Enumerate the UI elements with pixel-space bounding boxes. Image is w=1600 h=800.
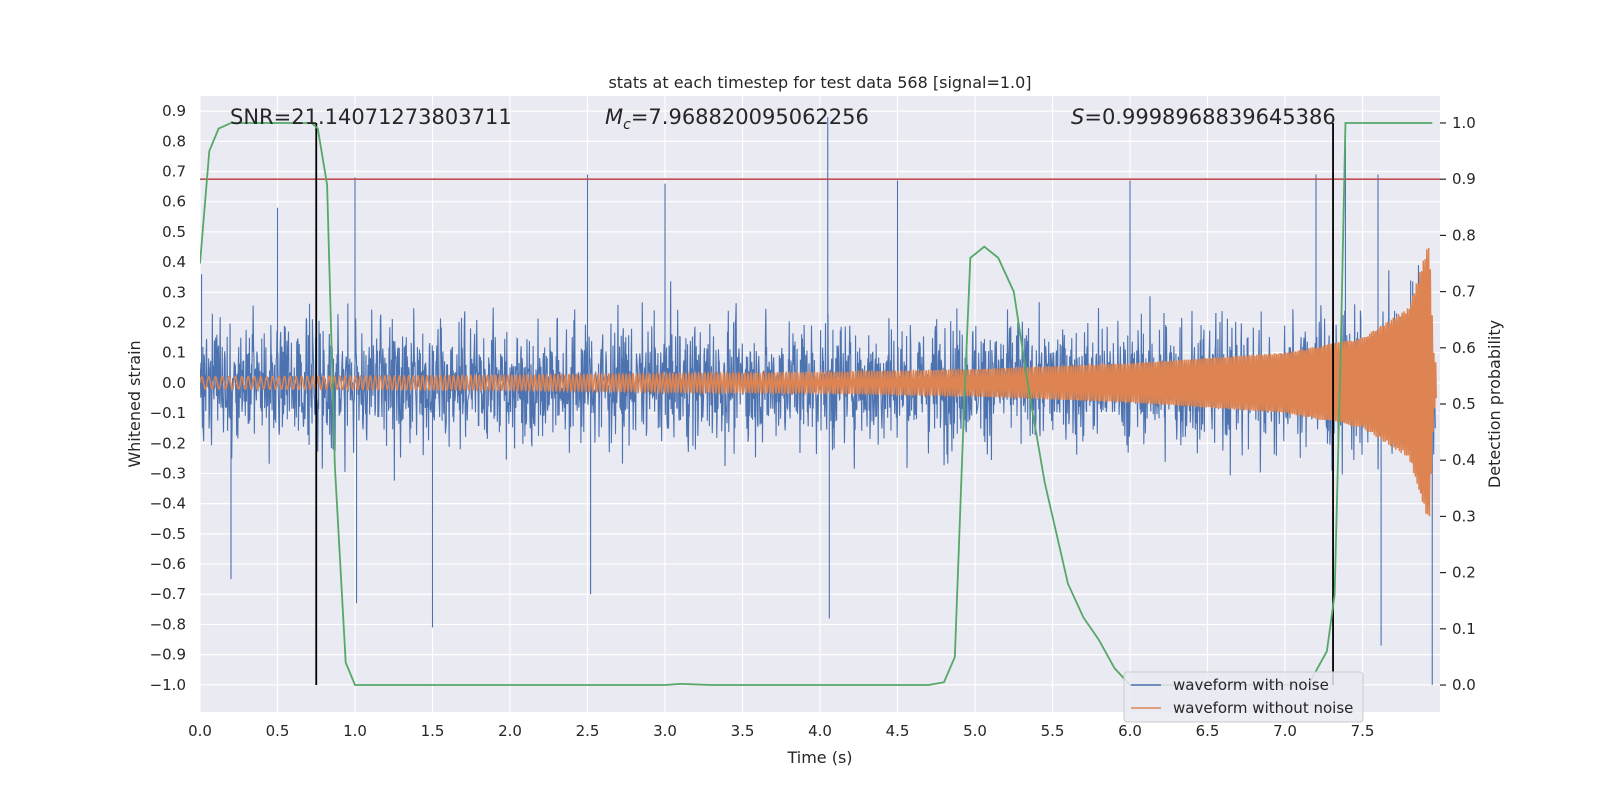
y-tick-label: −0.7 [150, 585, 186, 603]
plot-content [200, 117, 1440, 686]
y2-tick-label: 0.1 [1452, 620, 1476, 638]
x-tick-label: 0.5 [266, 722, 290, 740]
y-tick-label: −0.4 [150, 495, 186, 513]
chart-title: stats at each timestep for test data 568… [608, 73, 1031, 92]
y-tick-label: 0.7 [162, 162, 186, 180]
x-tick-label: 4.0 [808, 722, 832, 740]
y2-tick-label: 0.2 [1452, 564, 1476, 582]
y-tick-label: 0.3 [162, 283, 186, 301]
y2-tick-label: 0.3 [1452, 507, 1476, 525]
x-tick-label: 0.0 [188, 722, 212, 740]
y-axis-label: Whitened strain [125, 340, 144, 467]
x-tick-label: 4.5 [886, 722, 910, 740]
x-tick-label: 3.0 [653, 722, 677, 740]
y-tick-label: 0.9 [162, 102, 186, 120]
y-tick-label: 0.6 [162, 193, 186, 211]
y2-tick-label: 0.5 [1452, 395, 1476, 413]
y-tick-label: 0.8 [162, 132, 186, 150]
x-tick-label: 2.0 [498, 722, 522, 740]
y2-tick-label: 0.8 [1452, 226, 1476, 244]
y2-tick-label: 0.4 [1452, 451, 1476, 469]
y-tick-label: −1.0 [150, 676, 186, 694]
vertical-markers [315, 122, 1334, 686]
y-tick-label: 0.4 [162, 253, 186, 271]
y2-tick-label: 0.0 [1452, 676, 1476, 694]
x-tick-label: 6.0 [1118, 722, 1142, 740]
score-annotation: S=0.9998968839645386 [1071, 105, 1336, 129]
y-tick-label: −0.5 [150, 525, 186, 543]
y-tick-label: −0.3 [150, 464, 186, 482]
x-tick-label: 1.5 [421, 722, 445, 740]
x-tick-label: 2.5 [576, 722, 600, 740]
x-tick-label: 5.0 [963, 722, 987, 740]
y-tick-label: −0.8 [150, 615, 186, 633]
y-tick-label: 0.2 [162, 313, 186, 331]
legend-label-waveform-with-noise: waveform with noise [1173, 676, 1329, 694]
y2-axis-ticks: 1.0 0.9 0.8 0.7 0.6 0.5 0.4 0.3 0.2 0.1 0.0 [1440, 114, 1476, 694]
y-axis-ticks: 0.9 0.8 0.7 0.6 0.5 0.4 0.3 0.2 0.1 0.0 −0.1 −0.2 −0… [150, 102, 186, 694]
y-tick-label: −0.6 [150, 555, 186, 573]
x-tick-label: 7.0 [1273, 722, 1297, 740]
series-waveform-without-noise [200, 247, 1438, 517]
legend: waveform with noise waveform without noi… [1123, 671, 1364, 723]
y2-tick-label: 0.9 [1452, 170, 1476, 188]
y-tick-label: −0.1 [150, 404, 186, 422]
x-tick-label: 5.5 [1041, 722, 1065, 740]
y2-axis-label: Detection probability [1485, 320, 1504, 488]
x-tick-label: 6.5 [1196, 722, 1220, 740]
y-tick-label: −0.2 [150, 434, 186, 452]
y-tick-label: 0.1 [162, 344, 186, 362]
y2-tick-label: 1.0 [1452, 114, 1476, 132]
x-axis-ticks: 0.0 0.5 1.0 1.5 2.0 2.5 3.0 3.5 4.0 4.5 5.0 5.5 6.0 6… [188, 722, 1374, 740]
y-tick-label: 0.5 [162, 223, 186, 241]
y2-tick-label: 0.7 [1452, 283, 1476, 301]
y-tick-label: 0.0 [162, 374, 186, 392]
x-tick-label: 1.0 [343, 722, 367, 740]
chirp-mass-annotation: Mc=7.968820095062256 [605, 105, 869, 133]
legend-box [1123, 671, 1364, 723]
legend-label-waveform-without-noise: waveform without noise [1173, 699, 1353, 717]
x-axis-label: Time (s) [786, 748, 852, 767]
series-waveform-with-noise [200, 117, 1436, 685]
snr-annotation: SNR=21.14071273803711 [230, 105, 512, 129]
y-tick-label: −0.9 [150, 646, 186, 664]
y2-tick-label: 0.6 [1452, 339, 1476, 357]
x-tick-label: 7.5 [1351, 722, 1375, 740]
x-tick-label: 3.5 [731, 722, 755, 740]
